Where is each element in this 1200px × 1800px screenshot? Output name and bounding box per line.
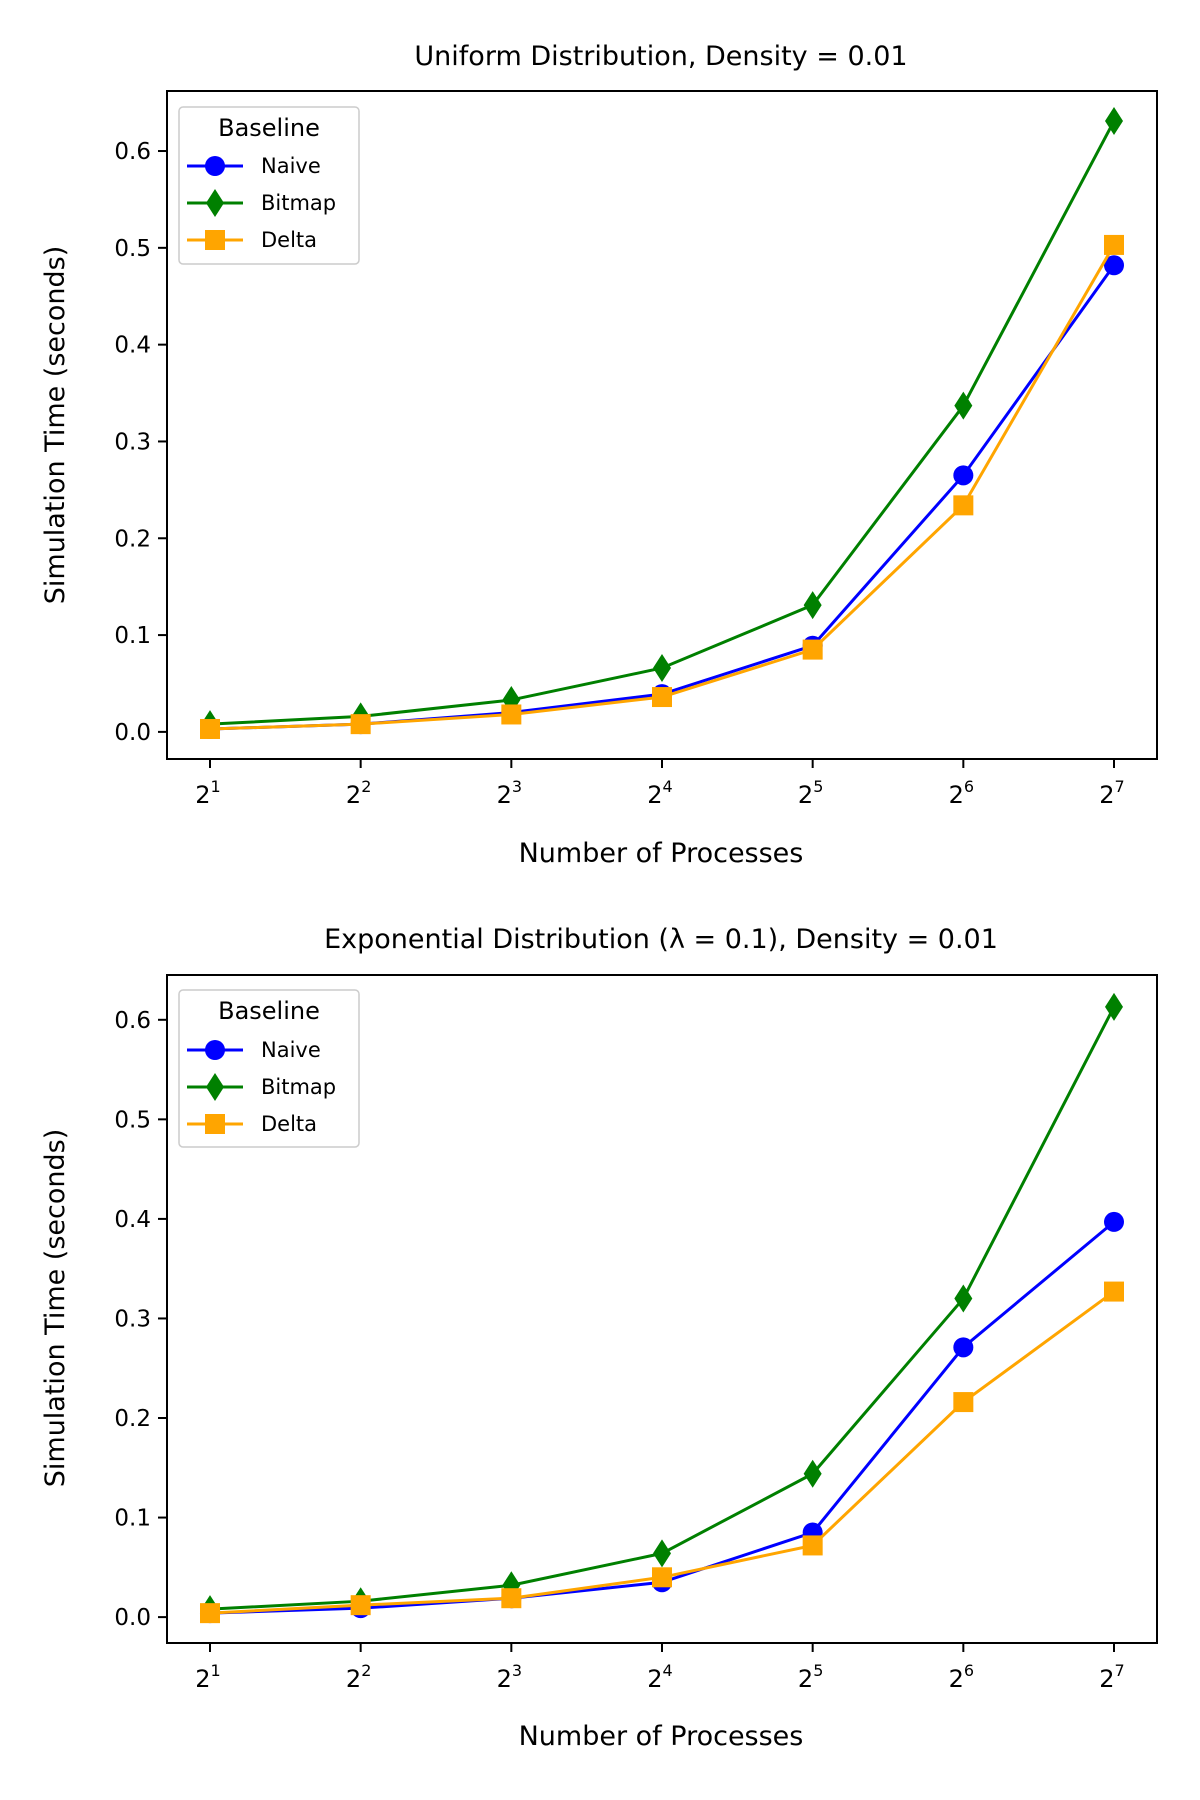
x-tick-label: 22 xyxy=(346,1661,371,1693)
x-axis-label: Number of Processes xyxy=(519,838,804,869)
data-point-delta xyxy=(652,687,672,708)
legend-label: Naive xyxy=(261,1038,321,1062)
x-tick-label: 24 xyxy=(647,777,672,809)
y-tick-label: 0.1 xyxy=(114,1506,151,1532)
data-point-bitmap xyxy=(803,591,822,620)
x-tick-label: 27 xyxy=(1099,777,1124,809)
y-axis: 0.0 0.1 0.2 0.3 0.4 0.5 0.6 xyxy=(114,139,167,746)
y-axis: 0.0 0.1 0.2 0.3 0.4 0.5 0.6 xyxy=(114,1008,167,1631)
data-point-naive xyxy=(953,1337,974,1358)
legend-marker xyxy=(206,1073,224,1101)
y-axis-label: Simulation Time (seconds) xyxy=(40,1129,71,1488)
data-point-delta xyxy=(501,1588,522,1609)
data-point-naive xyxy=(953,465,974,486)
chart-title: Uniform Distribution, Density = 0.01 xyxy=(414,41,907,72)
x-tick-label: 27 xyxy=(1099,1661,1124,1693)
legend-label: Bitmap xyxy=(261,191,336,215)
y-tick-label: 0.3 xyxy=(114,429,151,455)
data-point-bitmap xyxy=(1105,992,1123,1021)
y-tick-label: 0.2 xyxy=(114,526,151,552)
legend-entry-naive: Naive xyxy=(187,154,321,178)
data-point-delta xyxy=(652,1567,672,1588)
y-tick-label: 0.2 xyxy=(114,1406,151,1432)
data-point-bitmap xyxy=(653,1539,671,1568)
y-tick-label: 0.5 xyxy=(114,1107,151,1133)
data-point-bitmap xyxy=(954,1284,973,1313)
data-point-delta xyxy=(350,1595,371,1616)
legend-marker xyxy=(205,230,225,250)
y-tick-label: 0.6 xyxy=(114,1008,151,1034)
x-tick-label: 26 xyxy=(949,1661,974,1693)
x-tick-label: 22 xyxy=(346,777,371,809)
data-point-delta xyxy=(953,495,974,516)
chart-title: Exponential Distribution (λ = 0.1), Dens… xyxy=(324,924,998,955)
legend: Baseline Naive Bitmap Delta xyxy=(178,106,360,265)
y-tick-label: 0.4 xyxy=(114,1207,151,1233)
x-axis: 21 22 23 24 25 26 27 xyxy=(195,1643,1125,1693)
chart-exponential: Exponential Distribution (λ = 0.1), Dens… xyxy=(40,924,1158,1752)
x-tick-label: 21 xyxy=(195,777,220,809)
x-tick-label: 25 xyxy=(798,1661,823,1693)
y-tick-label: 0.0 xyxy=(114,1605,151,1631)
data-point-naive xyxy=(1104,1211,1124,1232)
legend-marker xyxy=(206,189,224,217)
legend-entry-delta: Delta xyxy=(187,1112,317,1136)
y-axis-label: Simulation Time (seconds) xyxy=(40,246,71,605)
x-tick-label: 25 xyxy=(798,777,823,809)
data-point-delta xyxy=(501,704,522,725)
legend-title: Baseline xyxy=(218,114,320,142)
data-point-bitmap xyxy=(653,653,671,682)
series-layer xyxy=(200,992,1124,1624)
y-tick-label: 0.5 xyxy=(114,236,151,262)
data-point-delta xyxy=(802,1535,823,1556)
legend: Baseline Naive Bitmap Delta xyxy=(178,989,360,1148)
legend-entry-naive: Naive xyxy=(187,1038,321,1062)
y-tick-label: 0.0 xyxy=(114,720,151,746)
x-axis-label: Number of Processes xyxy=(519,1721,804,1752)
chart-uniform: Uniform Distribution, Density = 0.01 0.0… xyxy=(40,41,1158,869)
legend-title: Baseline xyxy=(218,997,320,1025)
legend-box xyxy=(178,989,360,1148)
x-tick-label: 21 xyxy=(195,1661,220,1693)
data-point-bitmap xyxy=(954,391,973,420)
x-tick-label: 23 xyxy=(497,777,522,809)
legend-marker xyxy=(205,1040,225,1060)
data-point-naive xyxy=(1104,255,1124,276)
legend-label: Delta xyxy=(261,228,317,252)
data-point-delta xyxy=(350,714,371,735)
y-tick-label: 0.4 xyxy=(114,333,151,359)
y-tick-label: 0.1 xyxy=(114,623,151,649)
series-layer xyxy=(200,107,1124,739)
legend-label: Naive xyxy=(261,154,321,178)
x-tick-label: 24 xyxy=(647,1661,672,1693)
x-tick-label: 23 xyxy=(497,1661,522,1693)
data-point-delta xyxy=(1104,1281,1124,1302)
x-tick-label: 26 xyxy=(949,777,974,809)
legend-entry-bitmap: Bitmap xyxy=(187,1073,336,1101)
y-tick-label: 0.3 xyxy=(114,1306,151,1332)
data-point-delta xyxy=(953,1392,974,1413)
data-point-bitmap xyxy=(1105,107,1123,136)
legend-entry-bitmap: Bitmap xyxy=(187,189,336,217)
x-axis: 21 22 23 24 25 26 27 xyxy=(195,759,1125,809)
data-point-delta xyxy=(200,1603,220,1624)
legend-marker xyxy=(205,1114,225,1134)
data-point-delta xyxy=(200,718,220,739)
legend-box xyxy=(178,106,360,265)
data-point-bitmap xyxy=(803,1459,822,1488)
data-point-delta xyxy=(1104,234,1124,255)
legend-label: Bitmap xyxy=(261,1075,336,1099)
data-point-delta xyxy=(802,639,823,660)
series-delta xyxy=(200,1281,1124,1624)
legend-entry-delta: Delta xyxy=(187,228,317,252)
legend-label: Delta xyxy=(261,1112,317,1136)
series-delta xyxy=(200,234,1124,739)
legend-marker xyxy=(205,156,225,176)
y-tick-label: 0.6 xyxy=(114,139,151,165)
